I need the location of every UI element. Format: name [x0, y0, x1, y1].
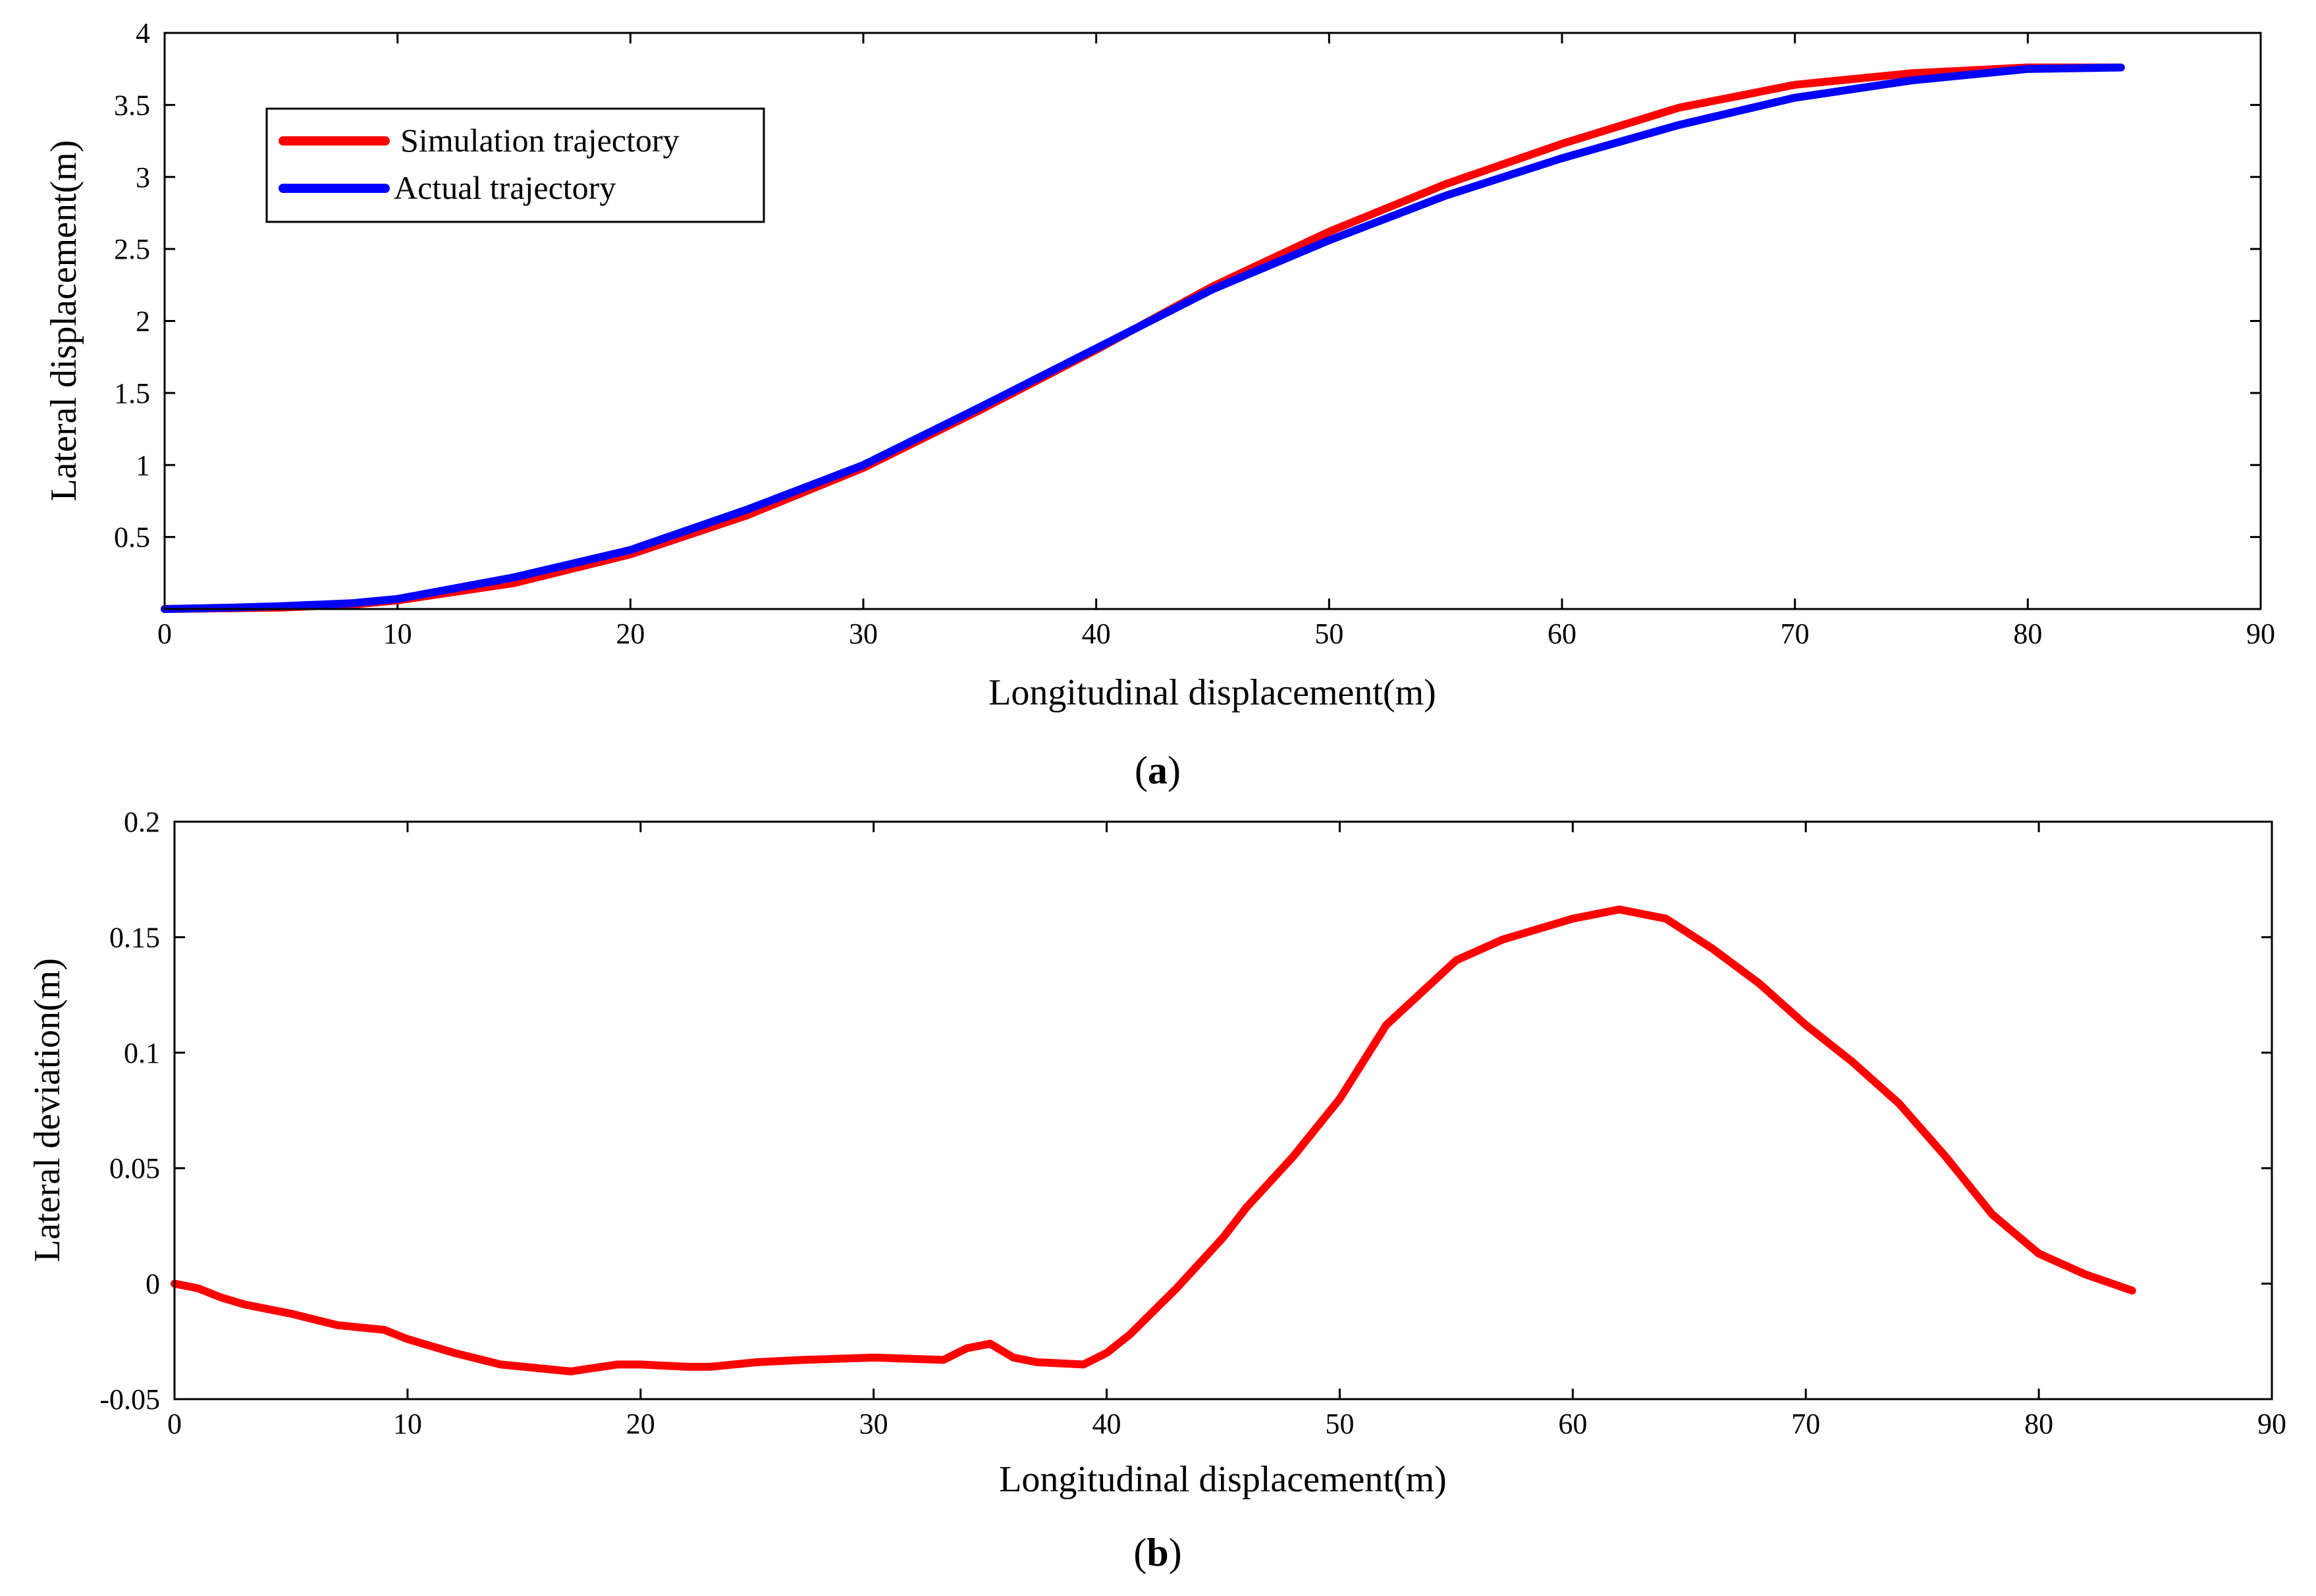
panel-b-caption: (b)	[1133, 1531, 1181, 1574]
panel-a-ytick-label: 3	[136, 161, 150, 194]
panel-a-xtick-label: 40	[1082, 618, 1111, 650]
panel-b-xtick-label: 80	[2024, 1408, 2053, 1440]
panel-b-xtick-label: 50	[1325, 1408, 1354, 1440]
panel-a-xtick-label: 80	[2013, 618, 2042, 650]
panel-a-xlabel: Longitudinal displacement(m)	[988, 672, 1436, 713]
panel-a-ytick-label: 1.5	[114, 377, 150, 410]
panel-b-xtick-label: 70	[1791, 1408, 1820, 1440]
legend-box	[265, 107, 765, 223]
panel-a-ylabel: Lateral displacement(m)	[43, 140, 84, 502]
panel-b-ytick-label: -0.05	[99, 1383, 160, 1416]
panel-b-deviation-chart: 0 10 20 30 40 50 60 70 80 90-0.0500.050.10.150.2 …	[27, 806, 2286, 1574]
panel-b-xlabel: Longitudinal displacement(m)	[999, 1459, 1447, 1500]
panel-a-xtick-label: 30	[849, 618, 878, 650]
panel-a-xtick-label: 60	[1548, 618, 1576, 650]
panel-a-xtick-label: 90	[2246, 618, 2275, 650]
panel-a-xtick-label: 70	[1781, 618, 1810, 650]
legend: Simulation trajectory Actual trajectory	[265, 107, 765, 223]
panel-b-xtick-label: 10	[393, 1408, 422, 1440]
panel-a-ytick-label: 2	[136, 306, 150, 338]
legend-label-actual: Actual trajectory	[394, 169, 616, 206]
panel-a-trajectory-chart: 0 10 20 30 40 50 60 70 80 90 0.5 1 1.5 2 2.5 3 3.5 4 Long…	[43, 17, 2275, 792]
panel-a-ytick-label: 1	[136, 449, 150, 481]
panel-a-ytick-label: 0.5	[114, 521, 150, 554]
panel-b-xtick-label: 40	[1092, 1408, 1121, 1440]
panel-a-xtick-label: 20	[616, 618, 645, 650]
panel-b-xtick-label: 0	[167, 1408, 182, 1440]
panel-a-caption: (a)	[1135, 749, 1181, 792]
panel-a-xtick-label: 0	[157, 618, 172, 650]
panel-b-ytick-label: 0	[146, 1268, 160, 1300]
panel-b-ytick-label: 0.05	[109, 1152, 160, 1184]
panel-a-ytick-label: 4	[136, 17, 150, 49]
panel-b-ylabel: Lateral deviation(m)	[27, 958, 68, 1262]
panel-a-series-actual-trajectory	[161, 63, 2125, 613]
panel-b-ytick-label: 0.15	[109, 921, 160, 953]
panel-b-xtick-label: 20	[626, 1408, 655, 1440]
panel-a-xtick-label: 10	[383, 618, 412, 650]
panel-b-ytick-label: 0.1	[124, 1037, 160, 1069]
panel-a-ytick-label: 3.5	[114, 89, 150, 121]
panel-b-xtick-label: 90	[2257, 1408, 2286, 1440]
panel-b-xtick-label: 60	[1558, 1408, 1587, 1440]
panel-b-xtick-label: 30	[859, 1408, 888, 1440]
panel-a-xtick-label: 50	[1314, 618, 1343, 650]
panel-b-plot-frame	[173, 820, 2273, 1400]
legend-label-simulation: Simulation trajectory	[400, 122, 680, 159]
panel-a-plot-frame	[163, 32, 2262, 610]
panel-b-series-lateral-deviation	[171, 905, 2136, 1375]
panel-a-ytick-label: 2.5	[114, 233, 150, 265]
panel-b-ytick-label: 0.2	[124, 806, 160, 838]
